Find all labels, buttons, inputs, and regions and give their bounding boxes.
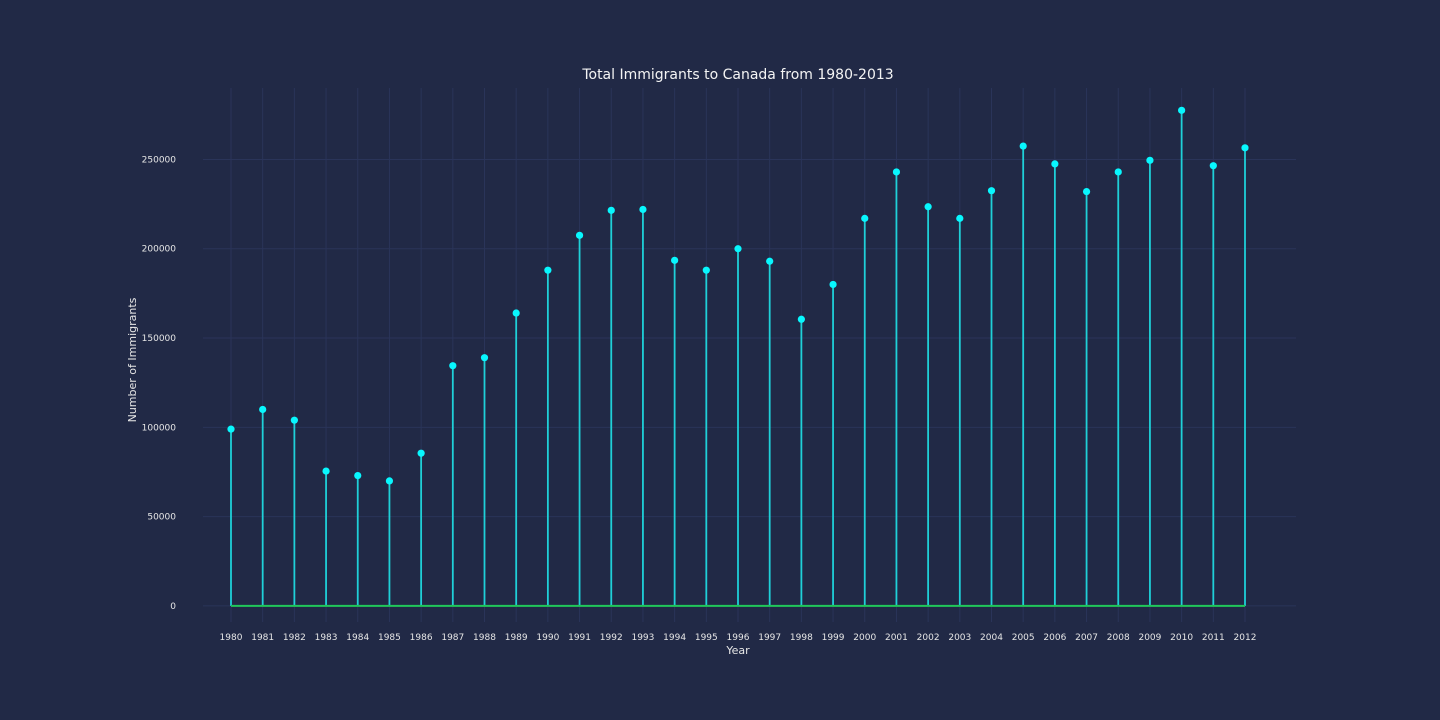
x-tick-label: 1982 bbox=[283, 633, 306, 643]
x-tick-label: 2012 bbox=[1234, 633, 1257, 643]
stem-marker bbox=[607, 206, 615, 214]
x-tick-label: 1987 bbox=[441, 633, 464, 643]
x-tick-label: 1991 bbox=[568, 633, 591, 643]
stem-marker bbox=[1082, 187, 1091, 196]
stem-marker bbox=[354, 471, 362, 480]
x-tick-label: 1999 bbox=[822, 633, 845, 643]
x-tick-label: 1996 bbox=[727, 633, 750, 643]
x-tick-label: 1989 bbox=[505, 633, 528, 643]
stem-marker bbox=[259, 405, 267, 414]
x-tick-label: 1985 bbox=[378, 633, 401, 643]
x-tick-label: 1986 bbox=[410, 633, 433, 643]
x-tick-label: 1988 bbox=[473, 633, 496, 643]
y-tick-label: 150000 bbox=[142, 334, 177, 344]
stem-marker bbox=[1241, 144, 1249, 152]
stem-marker bbox=[480, 354, 489, 362]
chart-title: Total Immigrants to Canada from 1980-201… bbox=[581, 67, 893, 83]
x-tick-label: 1983 bbox=[315, 633, 338, 643]
x-tick-label: 2011 bbox=[1202, 633, 1225, 643]
grid bbox=[203, 88, 1296, 622]
stem-marker bbox=[385, 477, 394, 485]
x-tick-label: 2007 bbox=[1075, 633, 1098, 643]
x-tick-labels: 1980 1981 1982 1983 1984 1985 1986 1987 1988 1989… bbox=[220, 633, 1257, 643]
x-tick-label: 2003 bbox=[948, 633, 971, 643]
x-tick-label: 1981 bbox=[251, 633, 274, 643]
y-axis-label: Number of Immigrants bbox=[126, 297, 139, 422]
stem-marker bbox=[702, 266, 710, 274]
stems bbox=[230, 110, 1246, 606]
stem-marker bbox=[227, 425, 235, 433]
stem-marker bbox=[1178, 106, 1186, 114]
stem-marker bbox=[322, 467, 330, 475]
x-tick-label: 2000 bbox=[853, 633, 876, 643]
stem-marker bbox=[892, 168, 901, 176]
x-tick-label: 1990 bbox=[536, 633, 559, 643]
x-tick-label: 2009 bbox=[1138, 633, 1161, 643]
x-tick-label: 1998 bbox=[790, 633, 813, 643]
stem-marker bbox=[290, 416, 298, 424]
stem-marker bbox=[417, 449, 425, 457]
x-tick-label: 1992 bbox=[600, 633, 623, 643]
y-tick-label: 100000 bbox=[142, 423, 177, 433]
stem-marker bbox=[829, 280, 837, 289]
y-tick-label: 250000 bbox=[142, 155, 177, 165]
x-tick-label: 1984 bbox=[346, 633, 369, 643]
stem-marker bbox=[1209, 162, 1217, 170]
stem-marker bbox=[956, 214, 964, 222]
stem-marker bbox=[575, 231, 584, 239]
x-tick-label: 2001 bbox=[885, 633, 908, 643]
x-tick-label: 2002 bbox=[917, 633, 940, 643]
stem-marker bbox=[512, 309, 520, 317]
stem-marker bbox=[766, 257, 774, 265]
y-tick-label: 200000 bbox=[142, 245, 177, 255]
y-tick-label: 50000 bbox=[147, 513, 176, 523]
y-tick-label: 0 bbox=[170, 602, 176, 612]
x-tick-label: 2006 bbox=[1043, 633, 1066, 643]
x-tick-label: 1997 bbox=[758, 633, 781, 643]
stem-marker bbox=[734, 245, 742, 253]
stem-marker bbox=[544, 266, 552, 274]
x-tick-label: 1994 bbox=[663, 633, 686, 643]
stem-marker bbox=[1146, 156, 1154, 164]
x-tick-label: 2004 bbox=[980, 633, 1003, 643]
stem-marker bbox=[924, 203, 932, 211]
x-tick-label: 1980 bbox=[220, 633, 243, 643]
x-tick-label: 2010 bbox=[1170, 633, 1193, 643]
stem-marker bbox=[797, 315, 805, 323]
stem-marker bbox=[639, 205, 647, 214]
x-tick-label: 2005 bbox=[1012, 633, 1035, 643]
stem-marker bbox=[1051, 160, 1059, 168]
stem-marker bbox=[1019, 142, 1027, 150]
x-tick-label: 1993 bbox=[631, 633, 654, 643]
markers bbox=[227, 106, 1249, 485]
stem-marker bbox=[987, 187, 996, 195]
x-axis-label: Year bbox=[725, 644, 750, 657]
x-tick-label: 1995 bbox=[695, 633, 718, 643]
x-tick-label: 2008 bbox=[1107, 633, 1130, 643]
stem-marker bbox=[1114, 168, 1122, 176]
stem-marker bbox=[449, 362, 457, 370]
stem-marker bbox=[861, 214, 869, 222]
stem-marker bbox=[671, 256, 679, 264]
y-tick-labels: 0 50000 100000 150000 200000 250000 bbox=[142, 155, 177, 611]
